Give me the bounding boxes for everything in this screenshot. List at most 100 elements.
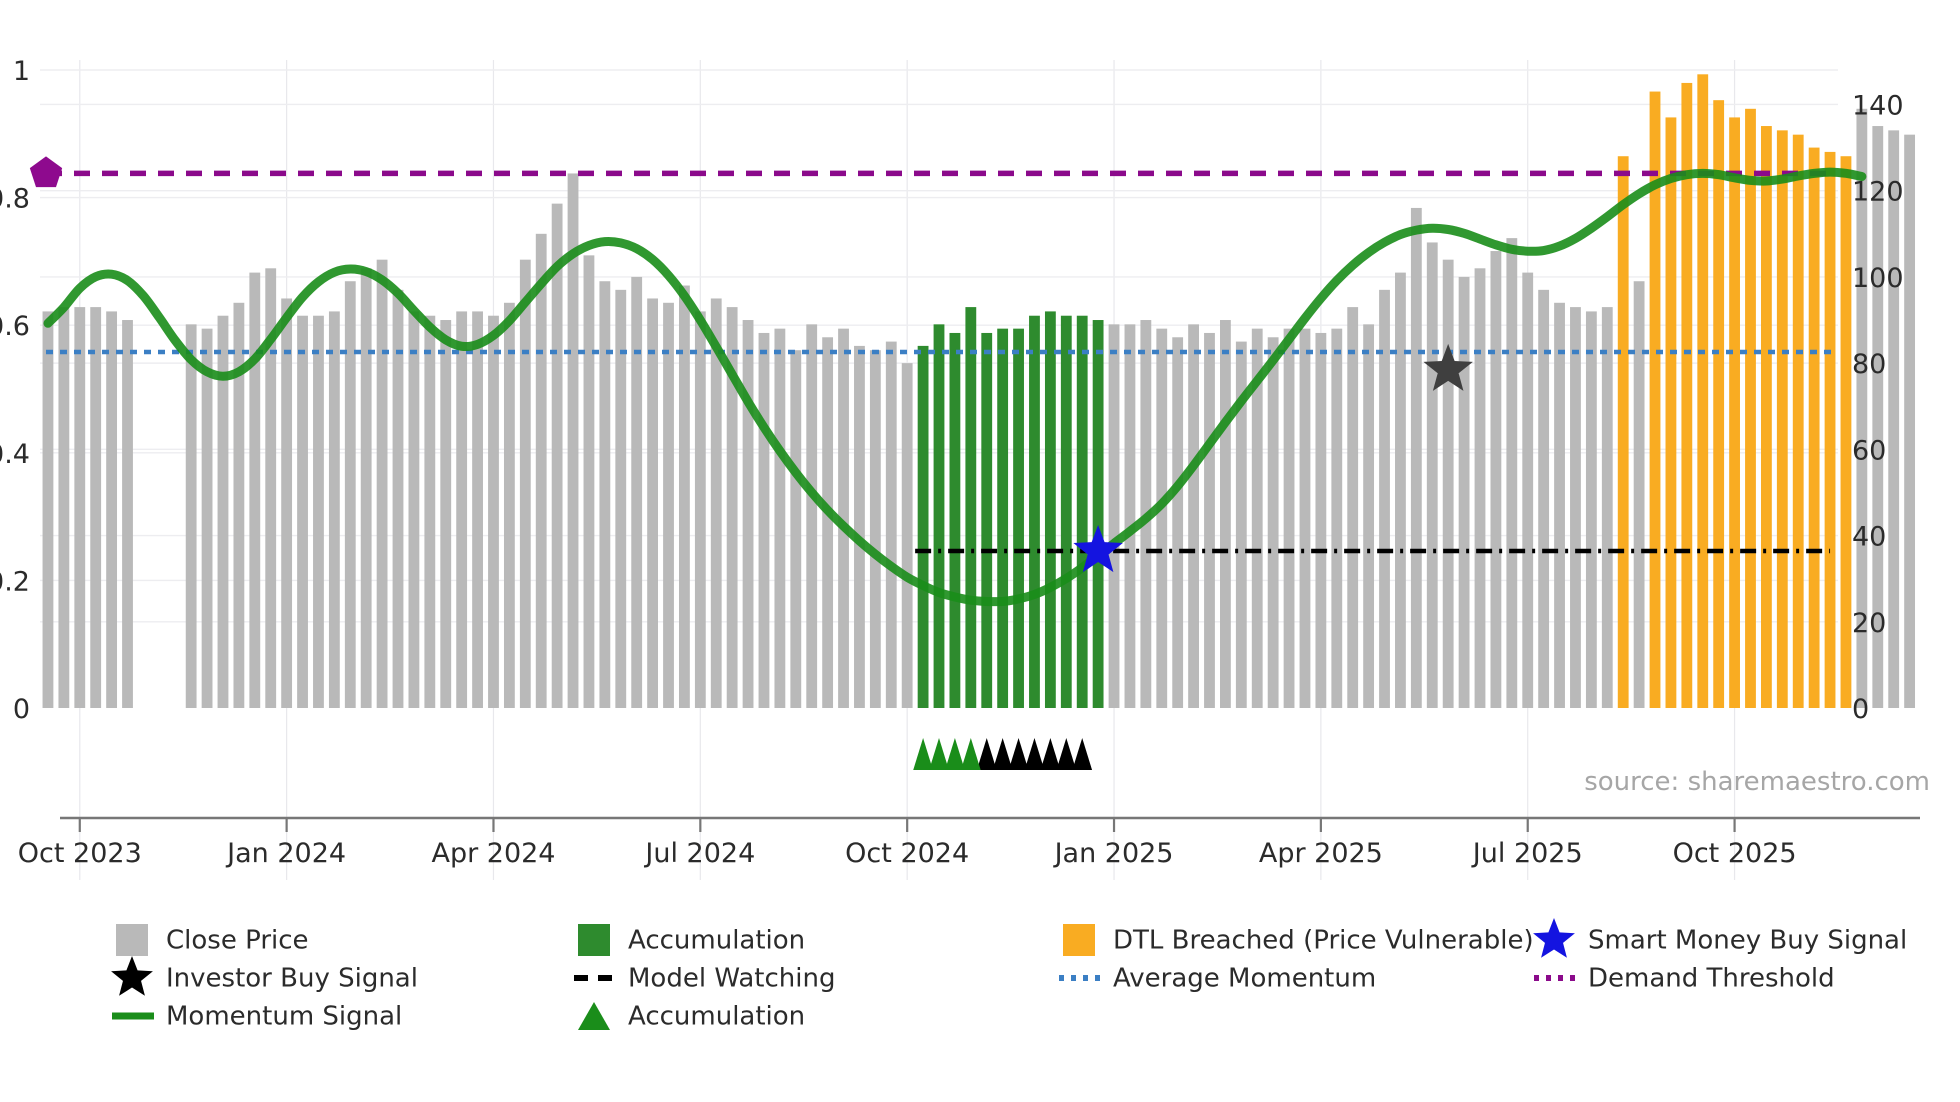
close-price-bar <box>1601 307 1613 708</box>
close-price-bar <box>376 259 388 708</box>
close-price-bar <box>535 233 547 709</box>
close-price-bar <box>328 311 340 708</box>
close-price-bar <box>1188 324 1199 708</box>
close-price-bar <box>503 302 515 708</box>
dtl-breached-bar <box>1792 134 1804 708</box>
dtl-breached-bar <box>1681 82 1693 708</box>
close-price-bar <box>1363 324 1375 708</box>
legend-swatch-triangle <box>578 1002 610 1030</box>
close-price-bar <box>1267 337 1279 708</box>
dtl-breached-bar <box>1697 74 1709 709</box>
legend-swatch-square <box>1063 924 1095 956</box>
close-price-bar <box>392 289 404 708</box>
close-price-bar <box>567 173 579 708</box>
legend-item[interactable]: DTL Breached (Price Vulnerable) <box>1063 924 1534 956</box>
momentum-signal-path <box>43 167 1867 607</box>
x-axis-tick-label: Oct 2025 <box>1673 838 1797 869</box>
legend-item[interactable]: Close Price <box>116 924 309 956</box>
dtl-breached-bar <box>1713 100 1725 709</box>
accumulation-triangle-black <box>1008 738 1029 770</box>
x-axis-tick-label: Jul 2024 <box>643 838 755 869</box>
legend-item[interactable]: Demand Threshold <box>1534 964 1835 994</box>
accumulation-triangle-green <box>960 738 981 770</box>
legend-item-label: Investor Buy Signal <box>166 964 418 994</box>
close-price-bar <box>1490 251 1502 708</box>
close-price-bar <box>1204 332 1215 708</box>
close-price-bar <box>1299 328 1311 708</box>
close-price-bar <box>1856 108 1868 708</box>
close-price-bar <box>1554 302 1565 708</box>
signal-markers <box>1073 343 1473 573</box>
legend-item[interactable]: Smart Money Buy Signal <box>1533 918 1907 958</box>
close-price-bar <box>344 281 356 708</box>
close-price-bar <box>838 328 849 708</box>
close-price-bar <box>1331 328 1343 708</box>
x-axis-tick-label: Oct 2023 <box>18 838 142 869</box>
close-price-bar <box>1570 307 1581 708</box>
close-price-bar <box>710 298 722 708</box>
right-axis-tick-label: 0 <box>1852 694 1869 725</box>
accumulation-triangle-green <box>929 738 949 770</box>
dtl-breached-bar <box>1729 117 1740 708</box>
dtl-breached-bar <box>1760 126 1772 709</box>
investor-buy-signal-star <box>1423 343 1473 391</box>
accumulation-bar <box>933 324 945 708</box>
close-price-bar <box>774 328 786 708</box>
legend-swatch-star <box>111 956 153 996</box>
legend-item[interactable]: Momentum Signal <box>112 1002 402 1032</box>
accumulation-triangle-black <box>1040 738 1061 770</box>
close-price-bar <box>901 363 913 708</box>
left-axis-tick-label: 0.2 <box>0 566 30 597</box>
smart-money-buy-signal-star <box>1073 525 1123 573</box>
legend-item[interactable]: Accumulation <box>578 924 805 956</box>
left-axis-tick-labels: 0 0.2 0.4 0.6 0.8 1 <box>0 56 30 725</box>
accumulation-triangle-black <box>1056 738 1077 770</box>
legend-item[interactable]: Investor Buy Signal <box>111 956 418 996</box>
dtl-breached-bar <box>1808 147 1820 708</box>
close-price-bar <box>615 289 627 708</box>
close-price-bar <box>185 324 197 708</box>
dtl-breached-bar <box>1617 156 1629 709</box>
close-price-bar <box>1395 272 1406 708</box>
accumulation-triangle-black <box>1024 738 1045 770</box>
right-axis-tick-label: 20 <box>1852 608 1886 639</box>
legend-item[interactable]: Average Momentum <box>1059 964 1376 994</box>
close-price-bar <box>1283 328 1295 708</box>
legend-item-label: Accumulation <box>628 1002 805 1032</box>
close-price-bar <box>822 337 834 708</box>
momentum-signal-line <box>43 167 1867 607</box>
dtl-breached-bar <box>1776 130 1788 709</box>
close-price-bar <box>1251 328 1263 708</box>
close-price-bar <box>488 315 499 708</box>
close-price-bar <box>217 315 229 708</box>
close-price-bar <box>233 302 245 708</box>
close-price-bar <box>631 276 643 708</box>
close-price-bar <box>1347 307 1359 708</box>
left-axis-tick-label: 0.4 <box>0 439 30 470</box>
close-price-bar <box>472 311 483 708</box>
accumulation-triangle-black <box>992 738 1013 770</box>
close-price-bar <box>1108 324 1120 708</box>
x-axis-tick-label: Apr 2025 <box>1259 838 1383 869</box>
left-axis-tick-label: 0 <box>13 694 30 725</box>
close-price-bar <box>74 307 86 708</box>
close-price-bars <box>42 74 1916 709</box>
close-price-bar <box>1172 337 1184 708</box>
legend-item[interactable]: Model Watching <box>574 964 835 994</box>
close-price-bar <box>313 315 324 708</box>
close-price-bar <box>58 307 70 708</box>
close-price-bar <box>1904 134 1916 708</box>
right-axis-tick-label: 60 <box>1852 435 1886 466</box>
right-axis-tick-label: 100 <box>1852 263 1904 294</box>
close-price-bar <box>679 285 690 708</box>
x-axis-tick-label: Apr 2024 <box>431 838 555 869</box>
close-price-bar <box>885 341 897 708</box>
close-price-bar <box>1888 130 1900 709</box>
legend-item[interactable]: Accumulation <box>578 1002 805 1032</box>
close-price-bar <box>201 328 213 708</box>
close-price-bar <box>1585 311 1597 708</box>
accumulation-bar <box>981 332 993 708</box>
legend-swatch-star <box>1533 918 1575 958</box>
close-price-bar <box>742 320 754 708</box>
